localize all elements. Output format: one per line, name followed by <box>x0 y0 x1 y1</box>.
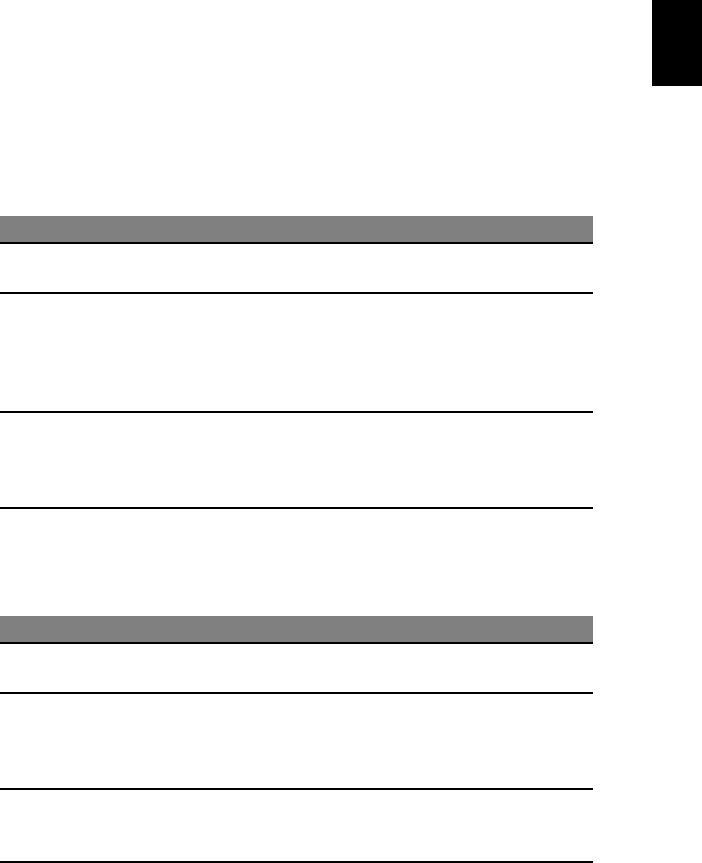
row-divider <box>0 692 593 694</box>
table-header <box>0 616 593 642</box>
table-header <box>0 216 593 242</box>
header-rule <box>0 642 593 644</box>
row-divider <box>0 292 593 294</box>
section-tab <box>652 0 702 86</box>
row-divider <box>0 507 593 509</box>
table-2 <box>0 616 593 863</box>
header-rule <box>0 242 593 244</box>
row-divider <box>0 788 593 790</box>
table-1 <box>0 216 593 509</box>
row-divider <box>0 411 593 413</box>
